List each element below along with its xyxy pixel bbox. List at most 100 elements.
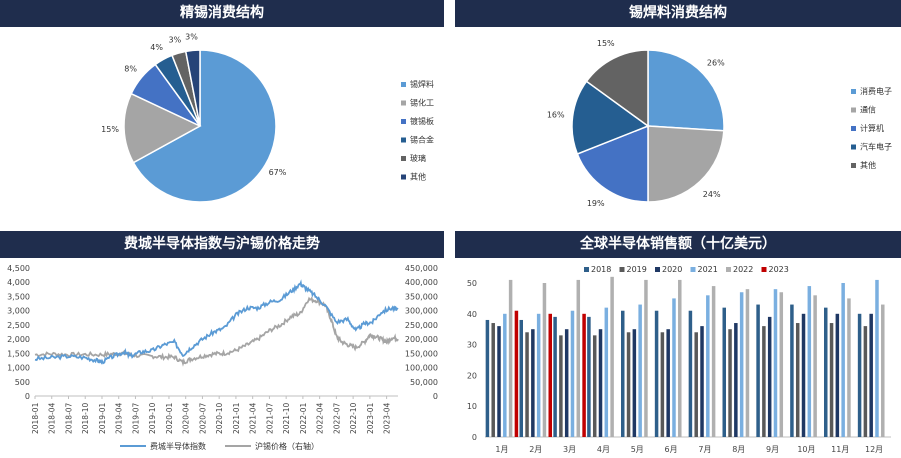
pie-slice-label: 67% [269,168,287,177]
y-tick-label: 0 [472,433,477,442]
x-tick-label: 2019-07 [131,402,140,434]
bar [706,295,710,437]
legend-swatch [401,82,406,87]
pie-slice [123,92,202,164]
bar [762,326,766,437]
x-tick-label: 11月 [831,445,849,454]
panel-title: 全球半导体销售额（十亿美元） [455,231,901,258]
series-line [34,296,399,367]
bar [644,279,648,437]
bar [767,316,772,437]
panel-title: 锡焊料消费结构 [455,0,901,27]
bar [835,313,840,437]
legend-label: 2023 [769,265,789,274]
bar [592,335,597,437]
bar [739,292,744,437]
bar [508,279,513,437]
bar [576,279,581,437]
bar [790,304,794,437]
y-right-tick-label: 450,000 [405,264,438,273]
bar [678,279,682,437]
y-tick-label: 10 [467,402,477,411]
panel-title: 精锡消费结构 [0,0,444,27]
bar [795,323,800,437]
legend-label: 其他 [410,172,426,182]
bar [536,313,541,437]
bar [519,319,523,437]
legend-label: 计算机 [860,123,884,133]
x-tick-label: 2020-07 [198,402,207,434]
panel-refined-tin-consumption: 精锡消费结构 67% 锡焊料 15% 锡化工 8% 镀锡板 4% 锡合金 3% 玻璃 3% 其他 [0,0,444,228]
bar [801,313,806,437]
x-tick-label: 2021-04 [249,402,258,434]
legend-label: 2021 [698,265,718,274]
y-left-tick-label: 3,000 [7,307,30,316]
legend-swatch [761,267,767,272]
y-right-tick-label: 150,000 [405,349,438,358]
bar [598,329,603,437]
y-left-tick-label: 3,500 [7,292,30,301]
pie-slice-label: 3% [169,36,182,45]
bar [756,304,760,437]
y-right-tick-label: 400,000 [405,278,438,287]
legend-swatch [584,267,589,272]
bar [807,286,812,437]
bar [711,286,716,437]
x-tick-label: 2022-04 [316,402,325,434]
y-right-tick-label: 200,000 [405,335,438,344]
x-tick-label: 2019-04 [115,402,124,434]
bar [734,323,738,437]
x-tick-label: 2022-01 [299,402,308,434]
bar [654,310,659,437]
pie-slice-label: 16% [547,110,565,119]
y-tick-label: 20 [467,371,477,380]
y-left-tick-label: 4,500 [7,264,30,273]
x-tick-label: 2022-07 [332,402,341,434]
legend-swatch [401,156,406,161]
pie-slice-label: 26% [707,58,725,67]
x-tick-label: 4月 [597,445,610,454]
pie-slice [132,49,277,203]
bar [672,298,676,437]
legend-swatch [401,100,406,106]
legend-label: 通信 [860,105,876,115]
bar [570,310,575,437]
legend-swatch [851,89,856,94]
pie-slice [184,49,201,127]
bar [829,323,834,437]
bar [875,279,879,437]
bar [626,332,631,437]
x-tick-label: 2022-10 [349,402,358,434]
x-tick-label: 8月 [732,445,745,454]
x-tick-label: 2020-10 [215,402,224,434]
bar [813,295,817,437]
bar [548,313,552,437]
panel-global-semiconductor-sales: 全球半导体销售额（十亿美元） 0 10 20 30 40 50 1月 2月 3月 4月 5月 6月 7月… [455,231,901,458]
y-right-tick-label: 100,000 [405,364,438,373]
x-tick-label: 2021-10 [282,402,291,434]
legend-swatch [401,137,406,143]
y-right-tick-label: 0 [433,392,438,401]
y-right-tick-label: 350,000 [405,292,438,301]
y-left-tick-label: 1,500 [7,349,30,358]
bar [531,329,535,437]
pie-slice-label: 19% [587,199,605,208]
bar [582,313,586,437]
bar [553,316,557,437]
legend-label: 消费电子 [860,86,892,96]
legend-label: 2022 [733,265,753,274]
y-left-tick-label: 2,500 [7,321,30,330]
legend-label: 锡焊料 [410,79,434,89]
bar [660,332,665,437]
bar [857,313,862,437]
x-tick-label: 2021-01 [232,402,241,434]
legend-label: 锡化工 [410,98,434,108]
x-tick-label: 2021-07 [265,402,274,434]
legend-swatch [851,126,856,131]
bar [863,326,868,437]
x-tick-label: 2018-04 [48,402,57,434]
pie-slice-label: 24% [703,190,721,199]
bar [745,289,750,437]
legend-swatch [619,267,625,272]
bar [514,310,519,437]
